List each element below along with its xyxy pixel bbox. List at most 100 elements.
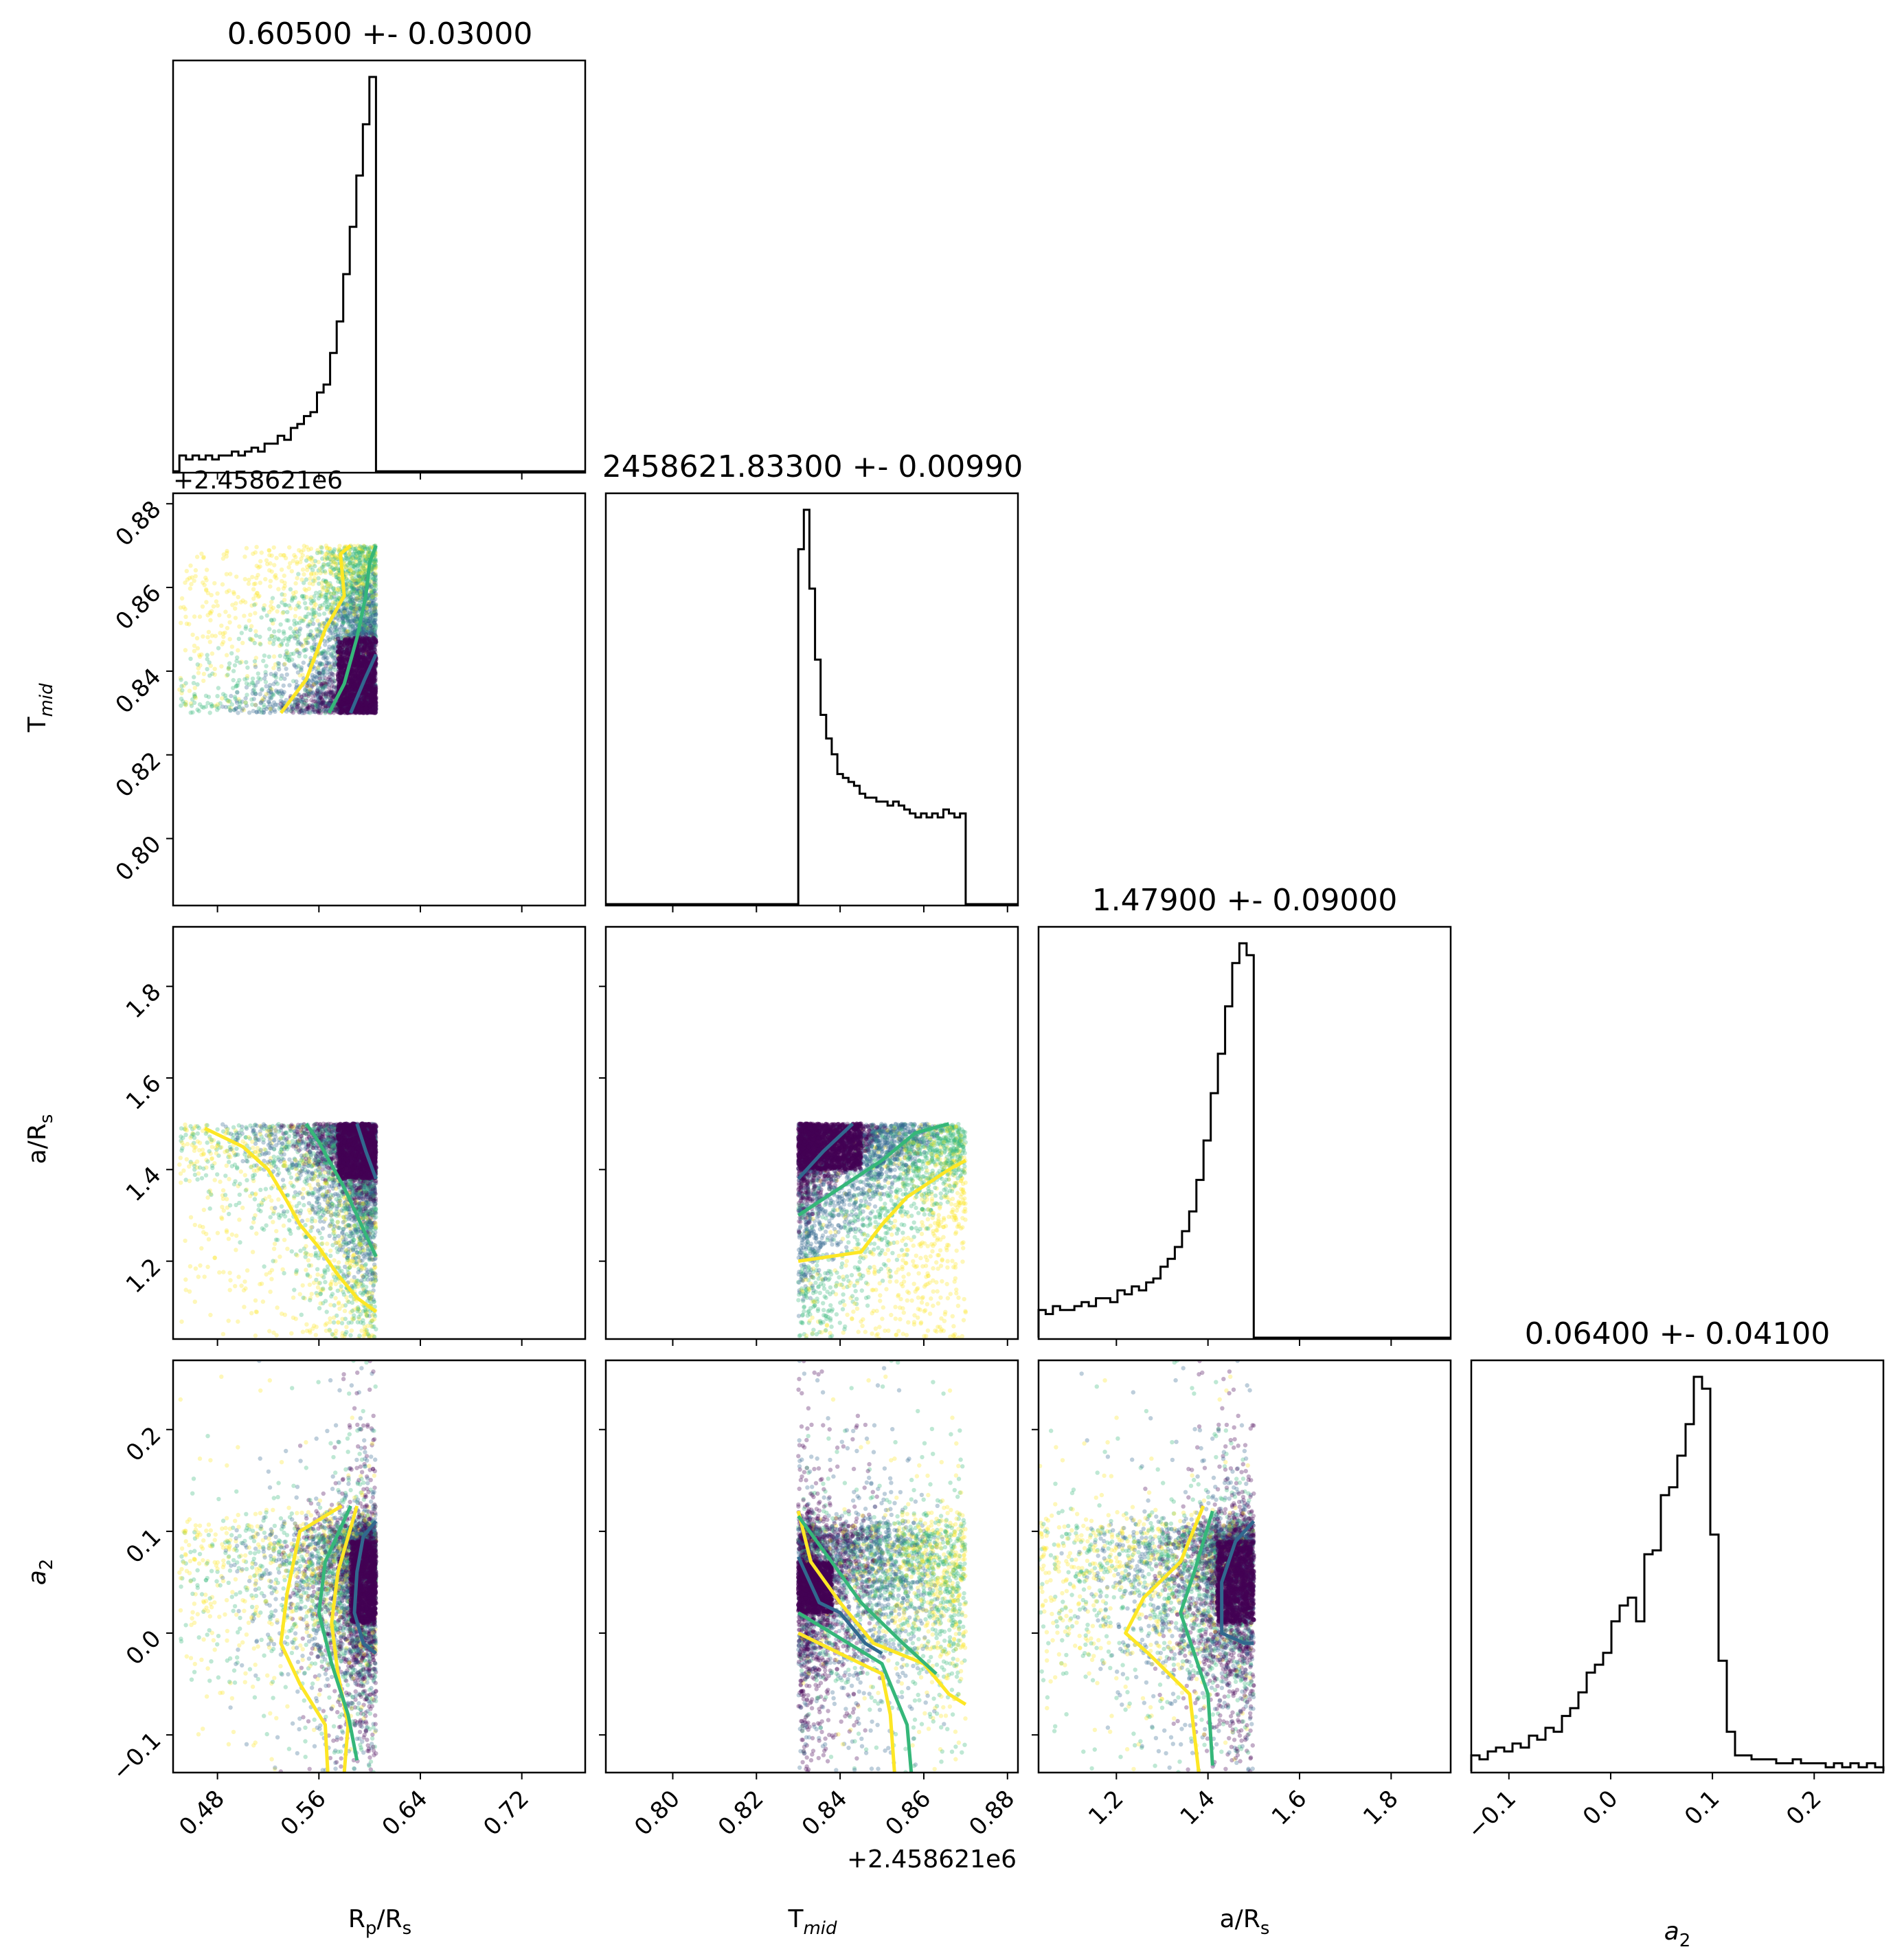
scatter-point bbox=[268, 578, 273, 583]
scatter-point bbox=[215, 702, 220, 707]
scatter-point bbox=[348, 583, 353, 587]
scatter-point bbox=[346, 605, 351, 609]
scatter-point bbox=[299, 699, 305, 704]
scatter-point bbox=[330, 551, 335, 556]
scatter-point bbox=[352, 592, 356, 596]
scatter-point bbox=[197, 654, 203, 660]
scatter-point bbox=[343, 601, 348, 606]
scatter-point bbox=[263, 673, 269, 677]
scatter-point bbox=[190, 575, 194, 580]
scatter-point bbox=[283, 603, 288, 607]
scatter-point bbox=[373, 611, 378, 616]
scatter-point bbox=[366, 593, 372, 598]
scatter-point bbox=[369, 608, 374, 613]
scatter-point bbox=[304, 640, 309, 645]
scatter-point bbox=[350, 557, 354, 561]
scatter-point bbox=[348, 554, 352, 559]
scatter-point bbox=[356, 574, 361, 578]
scatter-point bbox=[361, 630, 366, 635]
scatter-point bbox=[318, 689, 324, 694]
scatter-point bbox=[304, 545, 309, 550]
scatter-point bbox=[281, 553, 286, 558]
scatter-point bbox=[373, 559, 378, 564]
scatter-point bbox=[313, 614, 318, 619]
scatter-point bbox=[328, 668, 333, 673]
scatter-point bbox=[197, 614, 203, 619]
scatter-point bbox=[315, 704, 321, 709]
scatter-point bbox=[315, 706, 320, 712]
scatter-point bbox=[345, 615, 350, 620]
scatter-point bbox=[345, 614, 351, 619]
scatter-point bbox=[373, 603, 378, 609]
scatter-point bbox=[304, 686, 309, 690]
scatter-point bbox=[336, 548, 341, 552]
scatter-point bbox=[372, 589, 377, 594]
scatter-point bbox=[324, 682, 328, 687]
scatter-point bbox=[348, 611, 353, 616]
scatter-point bbox=[343, 637, 348, 642]
scatter-point bbox=[201, 580, 205, 585]
scatter-point bbox=[337, 627, 341, 632]
scatter-point bbox=[335, 557, 340, 562]
scatter-point bbox=[356, 584, 361, 589]
scatter-point bbox=[299, 556, 304, 561]
scatter-point bbox=[337, 587, 341, 592]
scatter-point bbox=[332, 708, 337, 712]
scatter-point bbox=[341, 611, 346, 616]
scatter-point bbox=[352, 612, 357, 617]
scatter-point bbox=[373, 558, 378, 563]
scatter-point bbox=[361, 576, 366, 581]
scatter-point bbox=[282, 581, 287, 585]
scatter-point bbox=[244, 660, 249, 665]
scatter-point bbox=[312, 647, 317, 651]
scatter-point bbox=[260, 699, 265, 704]
scatter-point bbox=[245, 676, 249, 681]
scatter-point bbox=[289, 709, 294, 714]
scatter-point bbox=[240, 699, 245, 704]
scatter-point bbox=[331, 567, 337, 572]
scatter-point bbox=[359, 592, 363, 597]
scatter-point bbox=[332, 589, 337, 594]
scatter-point bbox=[178, 605, 183, 610]
scatter-point bbox=[319, 550, 324, 555]
scatter-point bbox=[277, 667, 282, 672]
scatter-point bbox=[308, 595, 314, 600]
scatter-point bbox=[253, 691, 258, 696]
scatter-point bbox=[217, 613, 222, 618]
scatter-point bbox=[372, 610, 377, 615]
scatter-point bbox=[336, 587, 341, 593]
scatter-point bbox=[225, 550, 229, 555]
scatter-point bbox=[322, 678, 327, 684]
scatter-point bbox=[326, 647, 331, 652]
scatter-point bbox=[310, 645, 315, 651]
scatter-point bbox=[259, 615, 264, 620]
scatter-point bbox=[319, 697, 324, 702]
scatter-point bbox=[231, 589, 236, 595]
scatter-point bbox=[269, 692, 274, 697]
scatter-point bbox=[247, 636, 253, 641]
scatter-point bbox=[332, 597, 338, 602]
scatter-point bbox=[361, 621, 366, 627]
scatter-point bbox=[370, 567, 374, 572]
scatter-point bbox=[254, 576, 259, 581]
scatter-point bbox=[363, 558, 367, 563]
scatter-point bbox=[233, 696, 238, 701]
scatter-point bbox=[253, 703, 258, 708]
scatter-point bbox=[352, 630, 356, 635]
scatter-point bbox=[184, 569, 189, 574]
scatter-point bbox=[294, 679, 299, 684]
scatter-point bbox=[323, 596, 328, 600]
scatter-point bbox=[313, 666, 318, 671]
scatter-point bbox=[328, 605, 333, 610]
scatter-point bbox=[227, 699, 233, 704]
scatter-point bbox=[262, 603, 267, 608]
scatter-point bbox=[330, 624, 335, 629]
scatter-point bbox=[258, 701, 263, 706]
scatter-point bbox=[275, 682, 280, 686]
scatter-point bbox=[269, 695, 274, 700]
scatter-point bbox=[317, 697, 322, 702]
scatter-point bbox=[243, 624, 249, 629]
scatter-point bbox=[277, 653, 282, 658]
scatter-point bbox=[366, 548, 371, 554]
scatter-point bbox=[317, 671, 321, 675]
